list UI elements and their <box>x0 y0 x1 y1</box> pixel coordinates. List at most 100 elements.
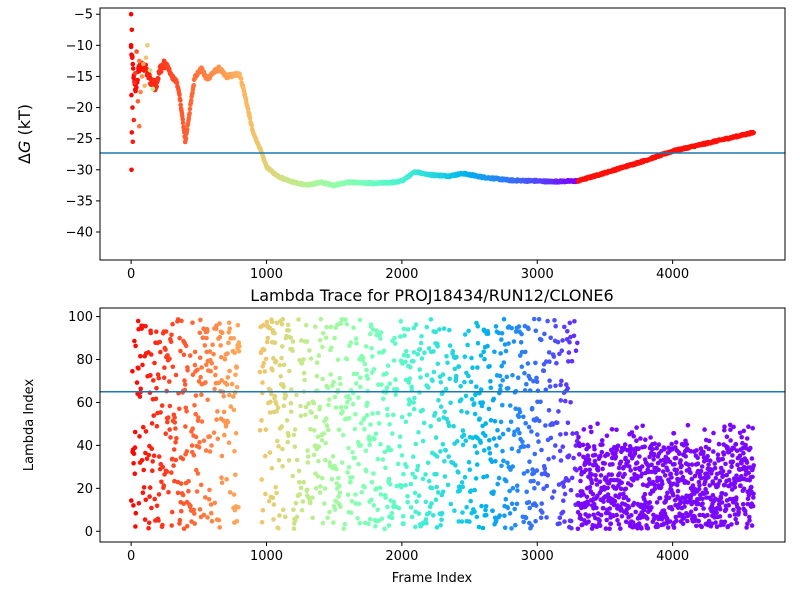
lambda-point <box>398 334 403 339</box>
x-tick-label: 1000 <box>250 267 283 282</box>
lambda-point <box>688 449 694 454</box>
lambda-point <box>156 518 161 523</box>
lambda-point <box>627 464 632 469</box>
lambda-point <box>391 412 396 418</box>
lambda-point <box>198 374 203 380</box>
lambda-point <box>391 358 397 363</box>
lambda-point <box>363 448 369 454</box>
lambda-point <box>317 404 323 410</box>
lambda-point <box>152 360 157 366</box>
lambda-point <box>438 380 444 385</box>
dg-point <box>129 130 135 135</box>
lambda-point <box>705 512 710 518</box>
lambda-point <box>618 526 623 531</box>
lambda-point <box>383 465 388 471</box>
lambda-point <box>585 453 591 459</box>
lambda-point <box>500 378 506 383</box>
lambda-point <box>266 498 272 504</box>
lambda-point <box>465 342 470 348</box>
lambda-point <box>299 508 305 513</box>
lambda-point <box>696 486 702 492</box>
lambda-point <box>286 328 292 333</box>
lambda-point <box>167 427 172 432</box>
lambda-point <box>588 424 593 430</box>
dg-point <box>141 61 146 67</box>
lambda-point <box>560 338 565 343</box>
lambda-point <box>741 428 747 434</box>
lambda-point <box>602 461 607 466</box>
lambda-point <box>304 339 310 344</box>
lambda-point <box>352 455 358 461</box>
dg-axes-frame <box>99 7 786 261</box>
y-tick-label: 0 <box>85 525 93 540</box>
lambda-point <box>552 318 557 323</box>
lambda-point <box>628 468 633 473</box>
lambda-point <box>407 376 413 382</box>
lambda-point <box>706 518 712 524</box>
lambda-point <box>464 505 469 510</box>
lambda-point <box>156 492 162 497</box>
lambda-point <box>712 465 718 471</box>
dg-series <box>128 11 756 189</box>
lambda-point <box>193 434 199 440</box>
lambda-point <box>408 481 414 487</box>
lambda-point <box>618 459 624 465</box>
lambda-point <box>707 438 712 444</box>
lambda-point <box>356 501 362 507</box>
lambda-point <box>358 420 364 426</box>
lambda-point <box>320 376 325 382</box>
lambda-point <box>369 497 374 503</box>
lambda-point <box>146 525 151 531</box>
lambda-point <box>372 436 377 442</box>
lambda-point <box>597 479 603 485</box>
lambda-point <box>199 419 205 424</box>
dg-point <box>187 111 192 116</box>
lambda-point <box>298 485 304 491</box>
lambda-point <box>623 519 629 524</box>
lambda-point <box>233 430 239 436</box>
lambda-point <box>726 503 732 508</box>
lambda-point <box>373 431 379 437</box>
lambda-point <box>521 444 527 449</box>
lambda-point <box>164 469 170 474</box>
lambda-point <box>747 514 752 520</box>
lambda-point <box>147 494 152 499</box>
lambda-point <box>747 518 752 523</box>
lambda-point <box>673 514 679 520</box>
lambda-point <box>709 521 715 527</box>
lambda-point <box>558 382 563 388</box>
dg-point <box>190 90 195 96</box>
lambda-point <box>527 376 533 382</box>
lambda-point <box>586 457 592 463</box>
lambda-point <box>203 448 209 453</box>
lambda-point <box>614 512 619 518</box>
lambda-point <box>409 384 414 390</box>
lambda-point <box>201 438 207 444</box>
dg-point <box>154 84 159 89</box>
lambda-point <box>138 353 143 359</box>
lambda-point <box>215 436 221 442</box>
lambda-point <box>662 473 668 478</box>
lambda-point <box>453 462 458 468</box>
lambda-point <box>302 377 307 383</box>
lambda-point <box>569 358 575 364</box>
lambda-point <box>405 494 410 499</box>
lambda-point <box>575 340 580 346</box>
lambda-point <box>451 423 456 429</box>
lambda-point <box>319 437 325 443</box>
lambda-point <box>586 519 591 524</box>
lambda-point <box>498 383 503 389</box>
lambda-point <box>694 448 699 453</box>
lambda-point <box>729 522 734 527</box>
lambda-point <box>399 453 405 458</box>
lambda-point <box>483 504 489 509</box>
lambda-point <box>265 335 271 341</box>
dg-point <box>137 123 142 129</box>
lambda-point <box>508 419 514 425</box>
lambda-point <box>279 424 285 429</box>
lambda-point <box>305 460 311 465</box>
lambda-point <box>285 322 291 328</box>
lambda-point <box>605 485 610 491</box>
lambda-point <box>426 385 431 390</box>
lambda-point <box>459 397 464 402</box>
